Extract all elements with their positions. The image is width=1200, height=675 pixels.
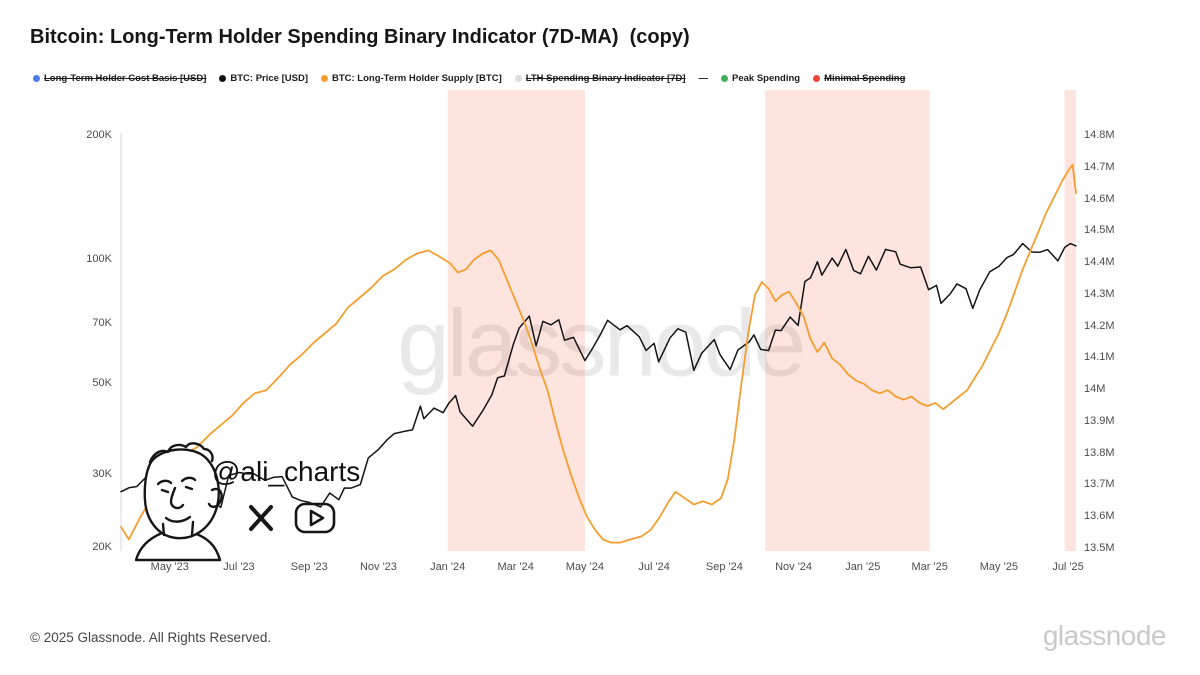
legend-dot-icon [320, 75, 328, 82]
series-layer [120, 163, 1077, 544]
legend-dot-icon [33, 75, 40, 82]
chart-legend: Long-Term Holder Cost Basis [USD] BTC: P… [33, 73, 905, 84]
legend-dot-icon [721, 75, 728, 82]
legend-label: BTC: Long-Term Holder Supply [BTC] [331, 73, 502, 84]
legend-dot-icon [514, 75, 522, 82]
legend-item-lth-supply[interactable]: BTC: Long-Term Holder Supply [BTC] [320, 73, 502, 84]
youtube-icon [294, 502, 336, 534]
plot-band [447, 90, 585, 551]
copyright-text: © 2025 Glassnode. All Rights Reserved. [30, 630, 272, 645]
glassnode-watermark: glassnode [397, 290, 806, 399]
glassnode-logo: glassnode [1042, 620, 1167, 651]
legend-label: BTC: Price [USD] [230, 73, 308, 84]
legend-item-lth-binary-indicator[interactable]: LTH Spending Binary Indicator [7D] [514, 73, 686, 84]
legend-dot-icon [219, 75, 227, 82]
ali-charts-handle: @ali_charts [212, 456, 361, 487]
ali-charts-face-sketch [134, 442, 223, 562]
plot-band [1064, 90, 1076, 551]
legend-label: LTH Spending Binary Indicator [7D] [525, 73, 686, 84]
legend-dot-icon [813, 75, 821, 82]
series-line-btc-price [120, 242, 1077, 509]
legend-item-btc-price[interactable]: BTC: Price [USD] [219, 73, 308, 84]
legend-item-minimal-spending[interactable]: Minimal Spending [813, 73, 905, 84]
legend-item-peak-spending[interactable]: Peak Spending [721, 73, 800, 84]
legend-label: Minimal Spending [824, 73, 906, 84]
legend-item-lth-cost-basis[interactable]: Long-Term Holder Cost Basis [USD] [33, 73, 206, 84]
legend-label: Peak Spending [732, 73, 801, 84]
x-twitter-icon [249, 505, 273, 531]
legend-label: — [698, 73, 709, 84]
series-line-lth-supply [120, 163, 1077, 544]
page-title: Bitcoin: Long-Term Holder Spending Binar… [30, 26, 690, 48]
legend-item-dash-separator: — [699, 73, 709, 84]
legend-label: Long-Term Holder Cost Basis [USD] [44, 73, 207, 84]
